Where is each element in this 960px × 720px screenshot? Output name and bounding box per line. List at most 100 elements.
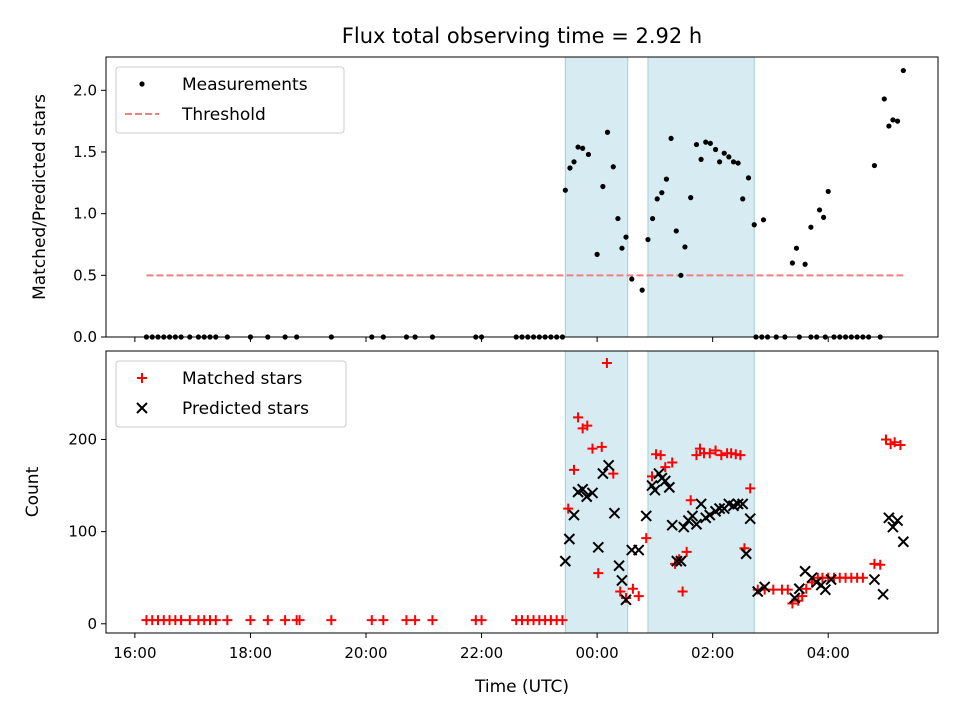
matched-star-point [401,615,412,626]
matched-star-point [655,450,666,461]
matched-star-point [573,412,584,423]
matched-star-point [210,615,221,626]
matched-star-point [681,546,692,557]
measurement-point [726,154,732,160]
measurement-point [649,215,656,222]
predicted-star-point [819,583,832,596]
matched-star-point [782,584,793,595]
matched-star-point [280,615,291,626]
predicted-star-point [891,514,904,527]
measurement-point [654,196,660,202]
predicted-star-point [704,509,716,521]
observing-span-1 [647,350,755,634]
matched-star-point [685,495,696,506]
predicted-star-point [678,521,690,533]
predicted-star-point [633,544,645,556]
matched-star-point [641,533,652,544]
measurement-point [629,276,635,282]
predicted-star-point [825,573,837,586]
matched-star-point [660,462,671,473]
matched-star-point [627,583,638,594]
predicted-star-point [616,574,628,587]
matched-star-point [615,586,626,597]
measurement-point [751,222,757,228]
matched-star-point [768,584,779,595]
matched-star-point [378,615,389,626]
measurement-point [615,215,621,222]
predicted-star-point [613,560,625,572]
measurement-point [600,183,606,190]
matched-star-point [569,464,579,475]
matched-star-point [691,450,702,461]
matched-star-point [621,592,631,603]
legend-label: Measurements [182,75,308,95]
predicted-star-point [695,498,707,510]
legend-marker-matched [137,373,147,383]
measurement-point [707,140,713,146]
predicted-star-point [620,594,632,606]
predicted-star-point [671,555,683,567]
predicted-star-point [793,583,806,595]
measurement-point [825,188,831,195]
x-axis-label: Time (UTC) [474,677,569,697]
predicted-star-point [563,533,576,545]
measurement-point [740,196,746,202]
predicted-star-point [659,475,671,487]
matched-star-point [262,615,273,626]
matched-star-point [881,434,891,445]
predicted-star-point [559,555,572,567]
measurement-point [894,118,901,124]
x-tick-label: 00:00 [575,644,618,662]
measurement-point [703,139,709,145]
matched-star-point [326,615,337,626]
measurement-point [678,272,684,278]
matched-star-point [176,615,187,626]
ratio-panel: 0.0 0.5 1.0 1.5 2.0 Measurements Threshold [73,56,939,346]
measurement-point [619,245,625,251]
matched-star-point [667,457,678,468]
matched-star-point [582,420,593,431]
measurement-point [580,145,586,151]
y-tick-label: 2.0 [73,81,97,99]
measurement-point [575,144,581,150]
legend-label: Predicted stars [182,399,309,419]
measurement-point [610,164,616,170]
measurement-point [663,176,670,182]
plot-frame [105,56,939,338]
matched-star-point [745,483,756,494]
measurement-point [821,214,827,220]
matched-star-point [710,445,721,456]
measurement-point [594,251,600,257]
measurement-point [881,96,887,102]
matched-star-point [889,437,900,448]
predicted-star-point [744,513,756,525]
matched-star-point [677,586,688,597]
predicted-star-point [877,588,889,601]
measurement-point [645,236,651,243]
measurement-point [816,207,823,213]
observing-span-0 [564,56,629,338]
matched-star-point [427,615,438,626]
predicted-star-point [663,481,676,494]
predicted-star-point [608,507,621,519]
legend-label: Matched stars [182,369,302,389]
predicted-star-point [597,467,609,480]
predicted-star-point [897,536,910,548]
legend-box [115,66,345,134]
predicted-star-point [649,484,661,496]
measurement-point [673,228,679,234]
matched-star-point [245,615,256,626]
matched-star-point [704,448,715,459]
predicted-star-point [586,487,599,499]
matched-star-point [410,615,421,626]
predicted-star-point [576,483,589,495]
predicted-star-point [752,585,764,598]
predicted-star-point [713,502,726,515]
matched-star-point [222,615,233,626]
predicted-star-point [602,459,615,471]
x-tick-label: 04:00 [807,644,850,662]
matched-star-point [895,440,906,450]
measurement-point [639,287,645,293]
legend-label: Threshold [181,105,266,125]
measurement-point [688,195,694,201]
